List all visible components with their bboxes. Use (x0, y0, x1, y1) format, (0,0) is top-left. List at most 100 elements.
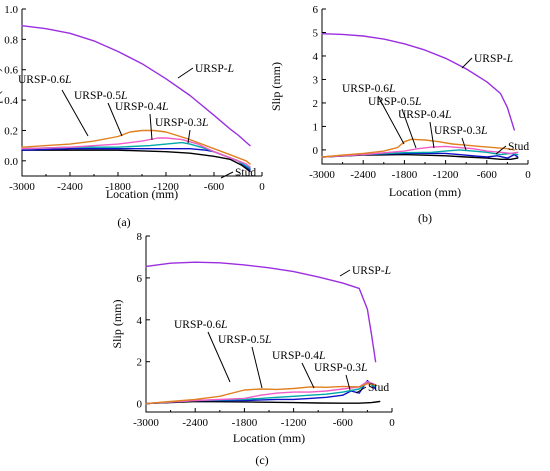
series-line-ursp-l (21, 25, 251, 147)
series-line-ursp-l (145, 261, 377, 363)
annotation-label: URSP-L (352, 265, 391, 277)
series-line-ursp-0-3l (145, 379, 377, 405)
annotation-leader (429, 121, 435, 149)
y-tick-label: 4 (313, 51, 319, 63)
y-tick-label: 3 (313, 74, 319, 86)
x-tick-label: -1800 (232, 417, 258, 429)
y-tick-label: 0 (313, 145, 319, 157)
annotation-leader (220, 171, 234, 179)
x-axis-title: Location (mm) (389, 185, 461, 199)
x-tick-label: -1800 (392, 169, 418, 181)
y-tick-label: 6 (313, 4, 319, 16)
series-line-ursp-0-4l (145, 382, 377, 405)
y-tick-label: 2 (313, 98, 319, 110)
y-tick-label: 5 (313, 27, 319, 39)
annotation-leader (149, 113, 153, 141)
x-tick-label: -600 (477, 169, 498, 181)
annotation-leader (461, 57, 473, 69)
series-line-ursp-0-5l (21, 137, 251, 168)
y-tick-label: 1 (313, 121, 319, 133)
panel-3: -3000 -2400 -1800 -1200 -600 0 0 2 4 6 8 Location (… (110, 231, 395, 467)
x-tick-label: -600 (204, 181, 225, 193)
annotation-leader (251, 346, 263, 389)
x-tick-label: -2400 (182, 417, 208, 429)
panel-1: -3000 -2400 -1800 -1200 -600 0 0.0 0.2 0.4 0.6 0.8… (0, 4, 265, 229)
annotation-leader (187, 129, 191, 144)
annotation-label: URSP-0.6L (18, 74, 71, 86)
x-axis-title: Location (mm) (233, 431, 305, 445)
x-tick-label: -600 (333, 417, 354, 429)
x-tick-label: -1200 (281, 417, 307, 429)
x-tick-label: -1200 (433, 169, 459, 181)
annotation-label: URSP-0.4L (272, 350, 325, 362)
series-line-stud (321, 153, 519, 160)
y-tick-label: 0.0 (4, 156, 18, 168)
y-tick-label: 1.0 (4, 4, 18, 16)
x-tick-label: -3000 (133, 417, 159, 429)
annotation-leader (339, 269, 351, 277)
panel-label: (a) (117, 215, 130, 229)
series-line-stud (145, 400, 381, 405)
series-line-ursp-0-5l (321, 145, 519, 158)
series-line-stud (21, 149, 251, 173)
y-axis-title: Slip (mm) (110, 299, 124, 348)
annotation-label: URSP-0.4L (398, 109, 451, 121)
x-tick-label: 0 (525, 169, 531, 181)
y-tick-label: 0.4 (4, 95, 18, 107)
annotation-leader (345, 374, 351, 391)
y-tick-label: 8 (137, 231, 143, 243)
series-line-ursp-l (321, 33, 515, 131)
annotation-label: Stud (235, 167, 256, 179)
panel-label: (b) (418, 211, 432, 225)
series-line-ursp-0-6l (321, 138, 515, 158)
y-tick-label: 0 (137, 399, 143, 411)
annotation-leader (355, 386, 367, 394)
x-tick-label: 0 (389, 417, 395, 429)
annotation-leader (377, 95, 405, 145)
annotation-label: URSP-L (474, 53, 513, 65)
y-axis-title: Slip (mm) (269, 62, 283, 111)
y-tick-label: 2 (137, 357, 143, 369)
annotation-label: URSP-0.6L (174, 319, 227, 331)
series-line-ursp-0-6l (145, 383, 377, 405)
annotation-label: Stud (508, 141, 529, 153)
annotation-leader (401, 108, 417, 149)
series-line-ursp-0-4l (21, 141, 251, 170)
annotation-label: URSP-0.3L (434, 125, 487, 137)
y-tick-label: 4 (137, 315, 143, 327)
y-tick-label: 0.8 (4, 34, 18, 46)
annotation-leader (301, 362, 315, 389)
panel-2: -3000 -2400 -1800 -1200 -600 0 0 1 2 3 4 5 6 Location… (269, 4, 531, 225)
x-tick-label: -3000 (9, 181, 35, 193)
annotation-label: URSP-0.5L (74, 90, 127, 102)
x-tick-label: -2400 (350, 169, 376, 181)
series-line-ursp-0-6l (21, 129, 251, 165)
annotation-label: URSP-0.5L (218, 334, 271, 346)
annotation-label: URSP-0.5L (368, 96, 421, 108)
annotation-label: Stud (368, 382, 389, 394)
x-tick-label: 0 (259, 181, 265, 193)
x-tick-label: -1200 (153, 181, 179, 193)
annotation-label: URSP-0.3L (155, 117, 208, 129)
annotation-label: URSP-0.3L (314, 362, 367, 374)
annotation-leader (461, 137, 467, 151)
annotation-leader (207, 331, 231, 383)
y-axis-title: Slip (mm) (0, 68, 3, 117)
annotation-leader (61, 89, 89, 137)
annotation-label: URSP-L (195, 63, 234, 75)
x-tick-label: -2400 (57, 181, 83, 193)
x-tick-label: -1800 (105, 181, 131, 193)
x-axis-title: Location (mm) (106, 187, 178, 201)
panel-label: (c) (255, 453, 268, 467)
y-tick-label: 0.6 (4, 65, 18, 77)
annotation-leader (177, 67, 194, 79)
annotation-leader (107, 102, 123, 137)
y-tick-label: 6 (137, 273, 143, 285)
annotation-label: URSP-0.6L (342, 83, 395, 95)
y-tick-label: 0.2 (4, 125, 18, 137)
x-tick-label: -3000 (309, 169, 335, 181)
series-line-ursp-0-4l (321, 149, 519, 158)
annotation-leader (495, 145, 507, 155)
annotation-label: URSP-0.4L (115, 101, 168, 113)
